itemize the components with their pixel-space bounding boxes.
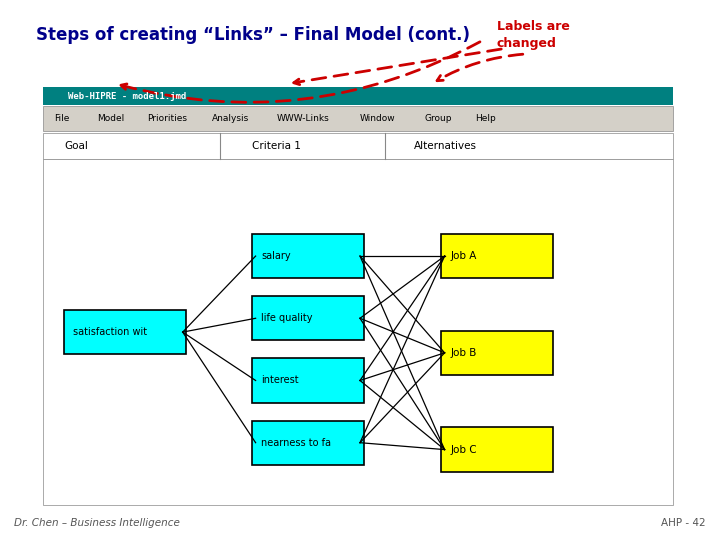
Text: Dr. Chen – Business Intelligence: Dr. Chen – Business Intelligence [14,518,180,528]
Text: Help: Help [475,114,496,123]
FancyBboxPatch shape [441,234,553,278]
Text: Job B: Job B [451,348,477,358]
Text: Goal: Goal [65,141,89,151]
Text: Priorities: Priorities [148,114,188,123]
Text: WWW-Links: WWW-Links [277,114,330,123]
Text: Alternatives: Alternatives [414,141,477,151]
FancyBboxPatch shape [252,296,364,340]
Text: Window: Window [360,114,395,123]
Text: life quality: life quality [261,313,313,323]
FancyBboxPatch shape [441,428,553,472]
FancyBboxPatch shape [64,310,186,354]
Text: Criteria 1: Criteria 1 [252,141,301,151]
Text: File: File [54,114,69,123]
Text: nearness to fa: nearness to fa [261,438,331,448]
Text: Steps of creating “Links” – Final Model (cont.): Steps of creating “Links” – Final Model … [36,26,470,44]
Text: Analysis: Analysis [212,114,250,123]
FancyBboxPatch shape [43,87,673,105]
FancyBboxPatch shape [252,421,364,465]
FancyBboxPatch shape [43,133,673,159]
Text: Model: Model [97,114,125,123]
Text: interest: interest [261,375,299,386]
Text: salary: salary [261,251,291,261]
FancyBboxPatch shape [441,330,553,375]
Text: satisfaction wit: satisfaction wit [73,327,148,337]
Text: Job C: Job C [451,444,477,455]
FancyBboxPatch shape [252,234,364,278]
FancyBboxPatch shape [43,159,673,505]
Text: Web-HIPRE - model1.jmd: Web-HIPRE - model1.jmd [68,92,186,101]
Text: Group: Group [425,114,452,123]
FancyBboxPatch shape [252,359,364,403]
Text: AHP - 42: AHP - 42 [661,518,706,528]
FancyBboxPatch shape [43,106,673,131]
Text: Job A: Job A [451,251,477,261]
Text: Labels are
changed: Labels are changed [497,20,570,50]
